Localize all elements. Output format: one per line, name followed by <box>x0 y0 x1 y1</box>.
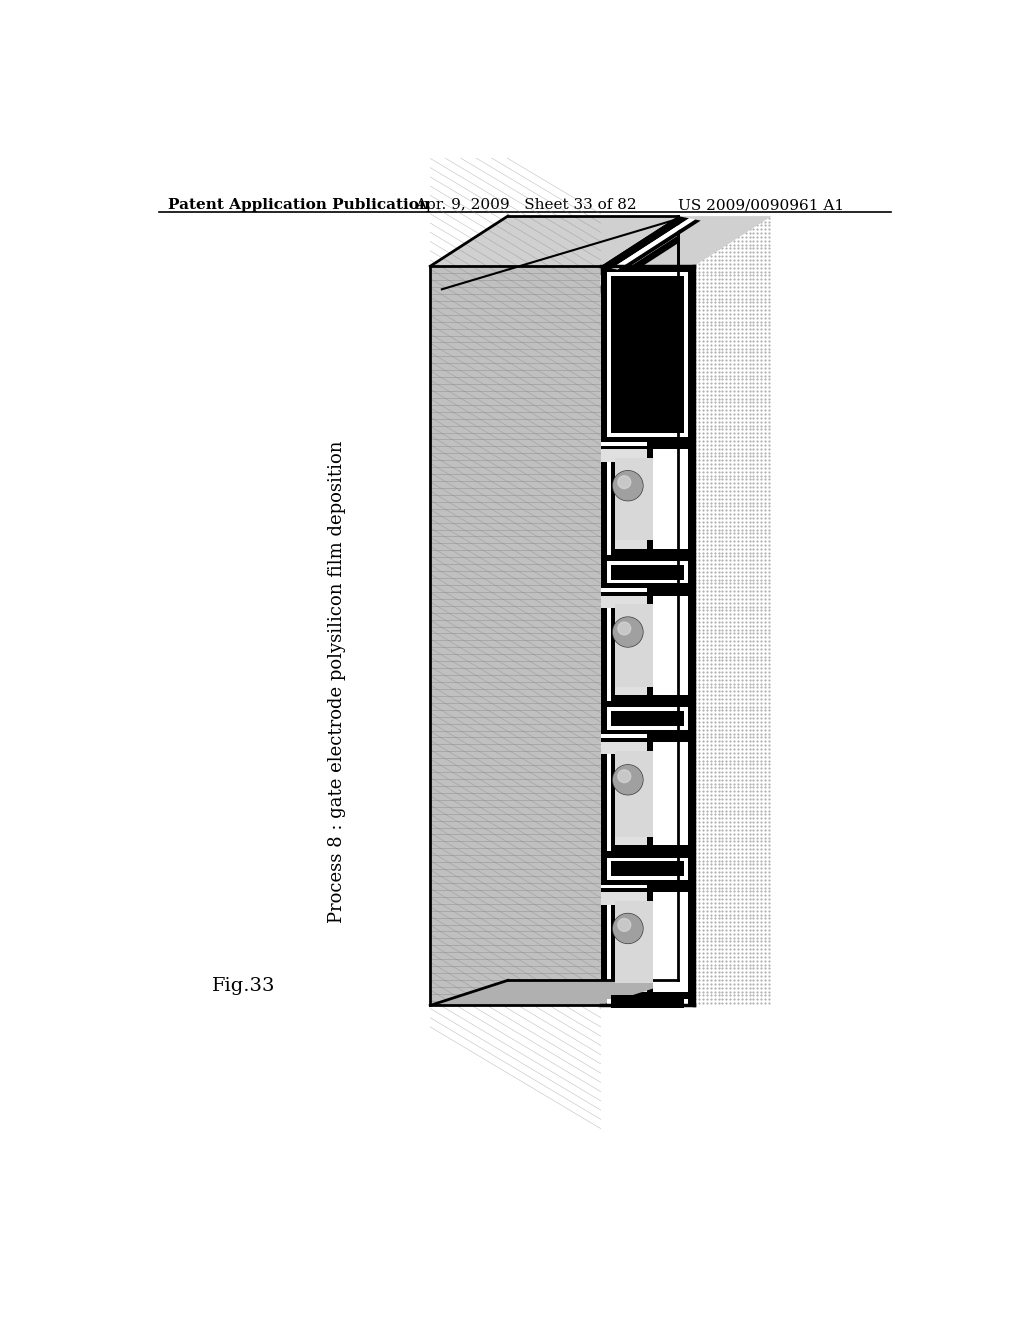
Bar <box>611 755 615 858</box>
Bar <box>601 991 647 998</box>
Bar <box>601 851 693 886</box>
Bar <box>601 904 607 1003</box>
Bar <box>607 272 687 437</box>
Circle shape <box>613 766 642 795</box>
Circle shape <box>617 475 631 488</box>
Bar <box>601 609 607 708</box>
Text: Apr. 9, 2009   Sheet 33 of 82: Apr. 9, 2009 Sheet 33 of 82 <box>415 198 636 213</box>
Polygon shape <box>430 216 678 267</box>
Bar <box>601 886 647 892</box>
Bar <box>601 705 647 710</box>
Bar <box>611 862 684 876</box>
Bar <box>615 900 653 983</box>
Bar <box>607 999 687 1003</box>
Bar <box>601 582 647 587</box>
Bar <box>607 858 687 880</box>
Circle shape <box>612 618 643 647</box>
Bar <box>601 998 647 1002</box>
Bar <box>601 558 647 564</box>
Text: Process 8 : gate electrode polysilicon film deposition: Process 8 : gate electrode polysilicon f… <box>329 441 346 923</box>
Bar <box>601 734 647 738</box>
Polygon shape <box>611 218 695 269</box>
Bar <box>601 737 647 742</box>
Bar <box>647 590 693 701</box>
Bar <box>601 437 647 441</box>
Bar <box>601 701 647 705</box>
Circle shape <box>617 919 631 932</box>
Bar <box>601 590 647 595</box>
Polygon shape <box>601 216 678 276</box>
Polygon shape <box>601 216 771 267</box>
Bar <box>601 729 647 734</box>
Bar <box>611 565 684 579</box>
Bar <box>607 904 611 1003</box>
Bar <box>601 549 647 554</box>
Bar <box>607 462 611 561</box>
Bar <box>601 444 647 449</box>
Bar <box>601 701 693 737</box>
Text: Fig.33: Fig.33 <box>212 977 275 995</box>
Bar <box>607 561 687 583</box>
Bar <box>611 711 684 726</box>
Polygon shape <box>430 981 678 1006</box>
Bar <box>601 267 693 1006</box>
Polygon shape <box>601 216 678 1006</box>
Bar <box>653 742 687 845</box>
Bar <box>647 886 693 998</box>
Polygon shape <box>601 216 771 1006</box>
Circle shape <box>613 471 642 500</box>
Polygon shape <box>601 216 689 268</box>
Text: Patent Application Publication: Patent Application Publication <box>168 198 430 213</box>
Bar <box>601 267 693 444</box>
Bar <box>611 995 684 1007</box>
Bar <box>653 595 687 696</box>
Bar <box>607 755 611 858</box>
Bar <box>601 998 693 1006</box>
Bar <box>653 892 687 991</box>
Bar <box>601 267 693 1006</box>
Bar <box>601 554 647 558</box>
Circle shape <box>612 471 643 500</box>
Bar <box>611 904 615 1003</box>
Bar <box>601 845 647 851</box>
Circle shape <box>612 764 643 795</box>
Bar <box>601 462 607 561</box>
Bar <box>615 751 653 837</box>
Bar <box>607 708 687 730</box>
Bar <box>601 1002 647 1006</box>
Bar <box>611 609 615 708</box>
Text: US 2009/0090961 A1: US 2009/0090961 A1 <box>678 198 845 213</box>
Bar <box>601 589 647 591</box>
Circle shape <box>613 618 642 647</box>
Bar <box>611 462 615 561</box>
Bar <box>601 696 647 701</box>
Polygon shape <box>601 226 678 285</box>
Circle shape <box>612 913 643 944</box>
Polygon shape <box>617 219 700 271</box>
Bar <box>601 851 647 855</box>
Bar <box>601 855 647 859</box>
Bar <box>647 444 693 554</box>
Circle shape <box>617 622 631 635</box>
Circle shape <box>617 770 631 783</box>
Polygon shape <box>601 235 678 293</box>
Bar <box>601 879 647 884</box>
Bar <box>611 276 684 433</box>
Bar <box>615 605 653 686</box>
Bar <box>601 755 607 858</box>
Bar <box>601 442 647 446</box>
Bar <box>647 737 693 851</box>
Circle shape <box>613 915 642 942</box>
Bar <box>601 554 693 590</box>
Bar <box>615 458 653 540</box>
Bar <box>601 884 647 888</box>
Polygon shape <box>430 267 601 1006</box>
Bar <box>653 450 687 549</box>
Bar <box>607 609 611 708</box>
